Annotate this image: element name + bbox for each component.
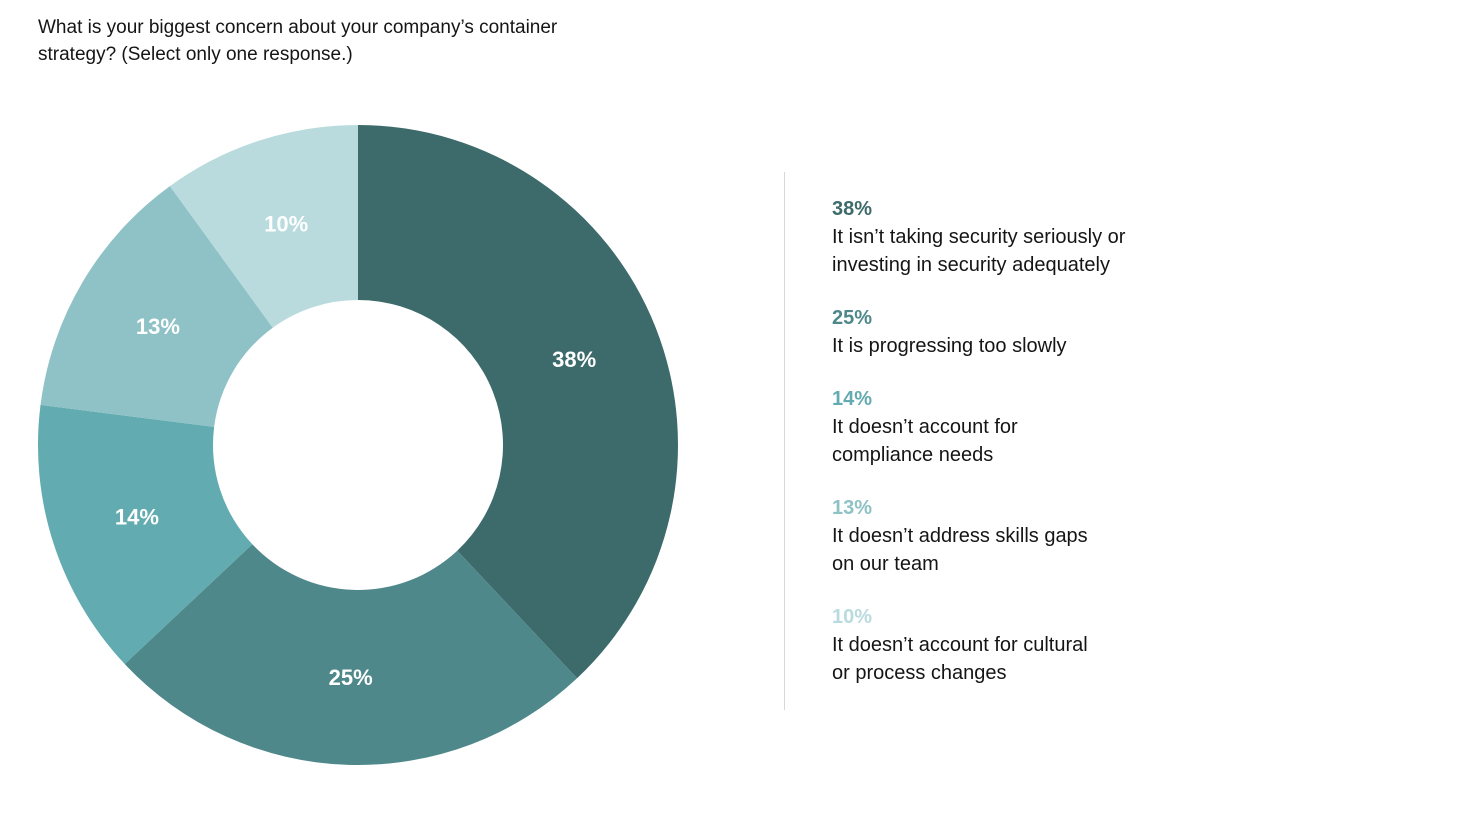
legend-label: It doesn’t account for cultural or proce… <box>832 634 1088 684</box>
legend-label: It doesn’t address skills gaps on our te… <box>832 525 1088 575</box>
legend-divider <box>784 172 785 710</box>
donut-chart: 38% 25% 14% 13% 10% <box>37 125 678 765</box>
donut-slice <box>358 125 678 679</box>
donut-slice <box>169 125 358 328</box>
chart-title: What is your biggest concern about your … <box>38 17 558 65</box>
donut-slice <box>124 544 578 765</box>
legend: 38% It isn’t taking security seriously o… <box>832 196 1252 713</box>
slice-label: 10% <box>264 211 308 236</box>
legend-item: 25% It is progressing too slowly <box>832 305 1252 360</box>
legend-label: It is progressing too slowly <box>832 335 1067 357</box>
slice-label: 25% <box>329 665 373 690</box>
legend-percent: 13% <box>832 497 873 519</box>
legend-label: It isn’t taking security seriously or in… <box>832 226 1126 276</box>
legend-item: 13% It doesn’t address skills gaps on ou… <box>832 495 1252 578</box>
legend-label: It doesn’t account for compliance needs <box>832 416 1018 466</box>
legend-percent: 38% <box>832 198 873 220</box>
slice-label: 38% <box>552 347 596 372</box>
legend-item: 38% It isn’t taking security seriously o… <box>832 196 1252 279</box>
slice-label: 13% <box>136 314 180 339</box>
donut-slice <box>37 404 253 665</box>
legend-percent: 14% <box>832 388 873 410</box>
slice-label: 14% <box>115 504 159 529</box>
legend-item: 10% It doesn’t account for cultural or p… <box>832 604 1252 687</box>
legend-percent: 10% <box>832 606 873 628</box>
legend-percent: 25% <box>832 307 873 329</box>
legend-item: 14% It doesn’t account for compliance ne… <box>832 386 1252 469</box>
donut-slice <box>40 186 273 427</box>
